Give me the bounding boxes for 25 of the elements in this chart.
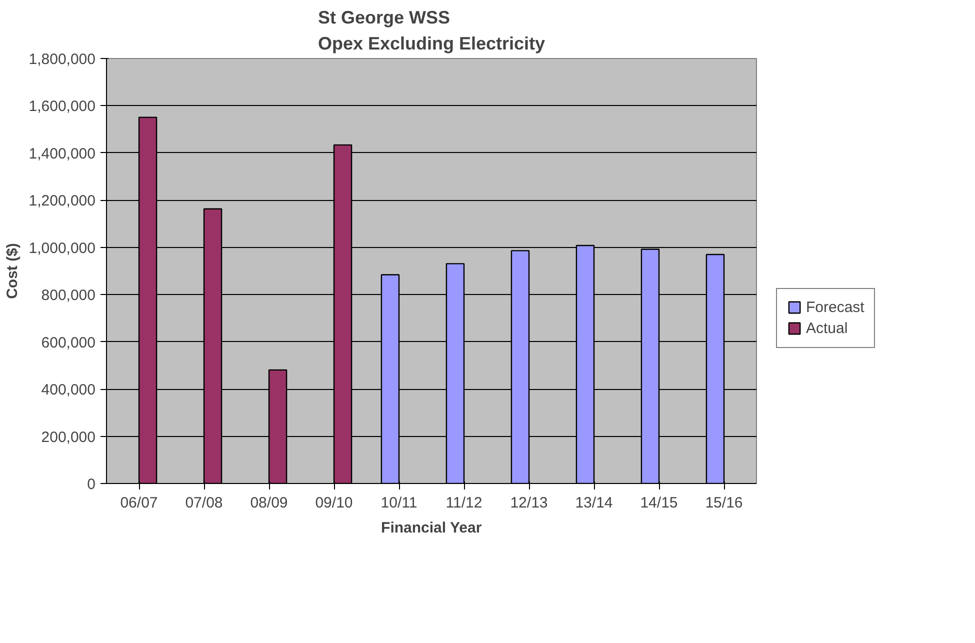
y-axis-title: Cost ($) [4, 243, 21, 299]
y-tick-label: 1,000,000 [28, 240, 96, 257]
legend-label: Actual [806, 320, 848, 336]
y-tick-label: 800,000 [41, 287, 96, 304]
y-tick-label: 0 [87, 476, 96, 493]
chart-title: St George WSS Opex Excluding Electricity [318, 8, 546, 54]
y-tick-label: 1,800,000 [28, 51, 96, 68]
x-tick-label: 09/10 [315, 494, 353, 512]
x-tick-label: 15/16 [705, 494, 743, 512]
y-tick-label: 400,000 [41, 382, 96, 399]
legend-label: Forecast [806, 298, 864, 316]
y-tick-label: 200,000 [41, 428, 96, 446]
y-tick-label: 1,400,000 [28, 145, 96, 162]
y-tick-label: 1,200,000 [28, 192, 96, 210]
x-tick-label: 14/15 [640, 494, 678, 512]
x-tick-label: 10/11 [380, 494, 418, 512]
y-tick-label: 1,600,000 [28, 98, 96, 116]
x-tick-label: 11/12 [446, 494, 482, 512]
x-tick-label: 08/09 [250, 494, 288, 512]
x-tick-label: 12/13 [510, 494, 548, 512]
x-tick-label: 07/08 [185, 494, 223, 512]
y-tick-label: 600,000 [41, 334, 96, 352]
x-tick-label: 06/07 [120, 494, 158, 512]
x-tick-label: 13/14 [575, 494, 613, 512]
x-axis-title: Financial Year [381, 520, 482, 536]
